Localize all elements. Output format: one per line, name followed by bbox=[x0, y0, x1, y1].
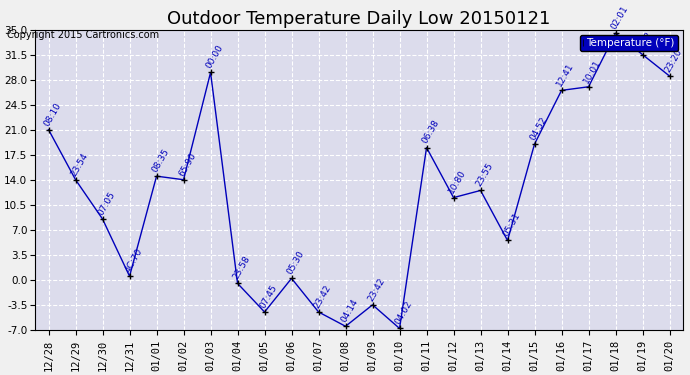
Text: 23:20: 23:20 bbox=[663, 47, 684, 74]
Title: Outdoor Temperature Daily Low 20150121: Outdoor Temperature Daily Low 20150121 bbox=[168, 10, 551, 28]
Text: 08:35: 08:35 bbox=[150, 147, 171, 174]
Text: 07:2: 07:2 bbox=[636, 31, 654, 52]
Text: 08:10: 08:10 bbox=[42, 100, 63, 128]
Text: 04:52: 04:52 bbox=[528, 115, 549, 142]
Text: Copyright 2015 Cartronics.com: Copyright 2015 Cartronics.com bbox=[7, 30, 159, 39]
Text: 23:54: 23:54 bbox=[69, 151, 90, 178]
Text: 07:45: 07:45 bbox=[258, 283, 279, 310]
Text: 23:42: 23:42 bbox=[366, 276, 386, 303]
Legend: Temperature (°F): Temperature (°F) bbox=[580, 35, 678, 51]
Text: 23:58: 23:58 bbox=[231, 255, 252, 281]
Text: 12:41: 12:41 bbox=[555, 62, 575, 88]
Text: 02:01: 02:01 bbox=[609, 4, 630, 31]
Text: 05:31: 05:31 bbox=[501, 211, 522, 238]
Text: 10:01: 10:01 bbox=[582, 58, 603, 85]
Text: 07:05: 07:05 bbox=[96, 190, 117, 217]
Text: 04:14: 04:14 bbox=[339, 297, 359, 324]
Text: 00:00: 00:00 bbox=[204, 44, 225, 70]
Text: 04:02: 04:02 bbox=[393, 300, 414, 326]
Text: 65:90: 65:90 bbox=[177, 151, 198, 178]
Text: 23:42: 23:42 bbox=[312, 283, 333, 310]
Text: 06:38: 06:38 bbox=[420, 118, 441, 146]
Text: 23:55: 23:55 bbox=[474, 162, 495, 188]
Text: 10:80: 10:80 bbox=[447, 168, 468, 195]
Text: 4C:70: 4C:70 bbox=[123, 247, 144, 274]
Text: 05:30: 05:30 bbox=[285, 249, 306, 276]
